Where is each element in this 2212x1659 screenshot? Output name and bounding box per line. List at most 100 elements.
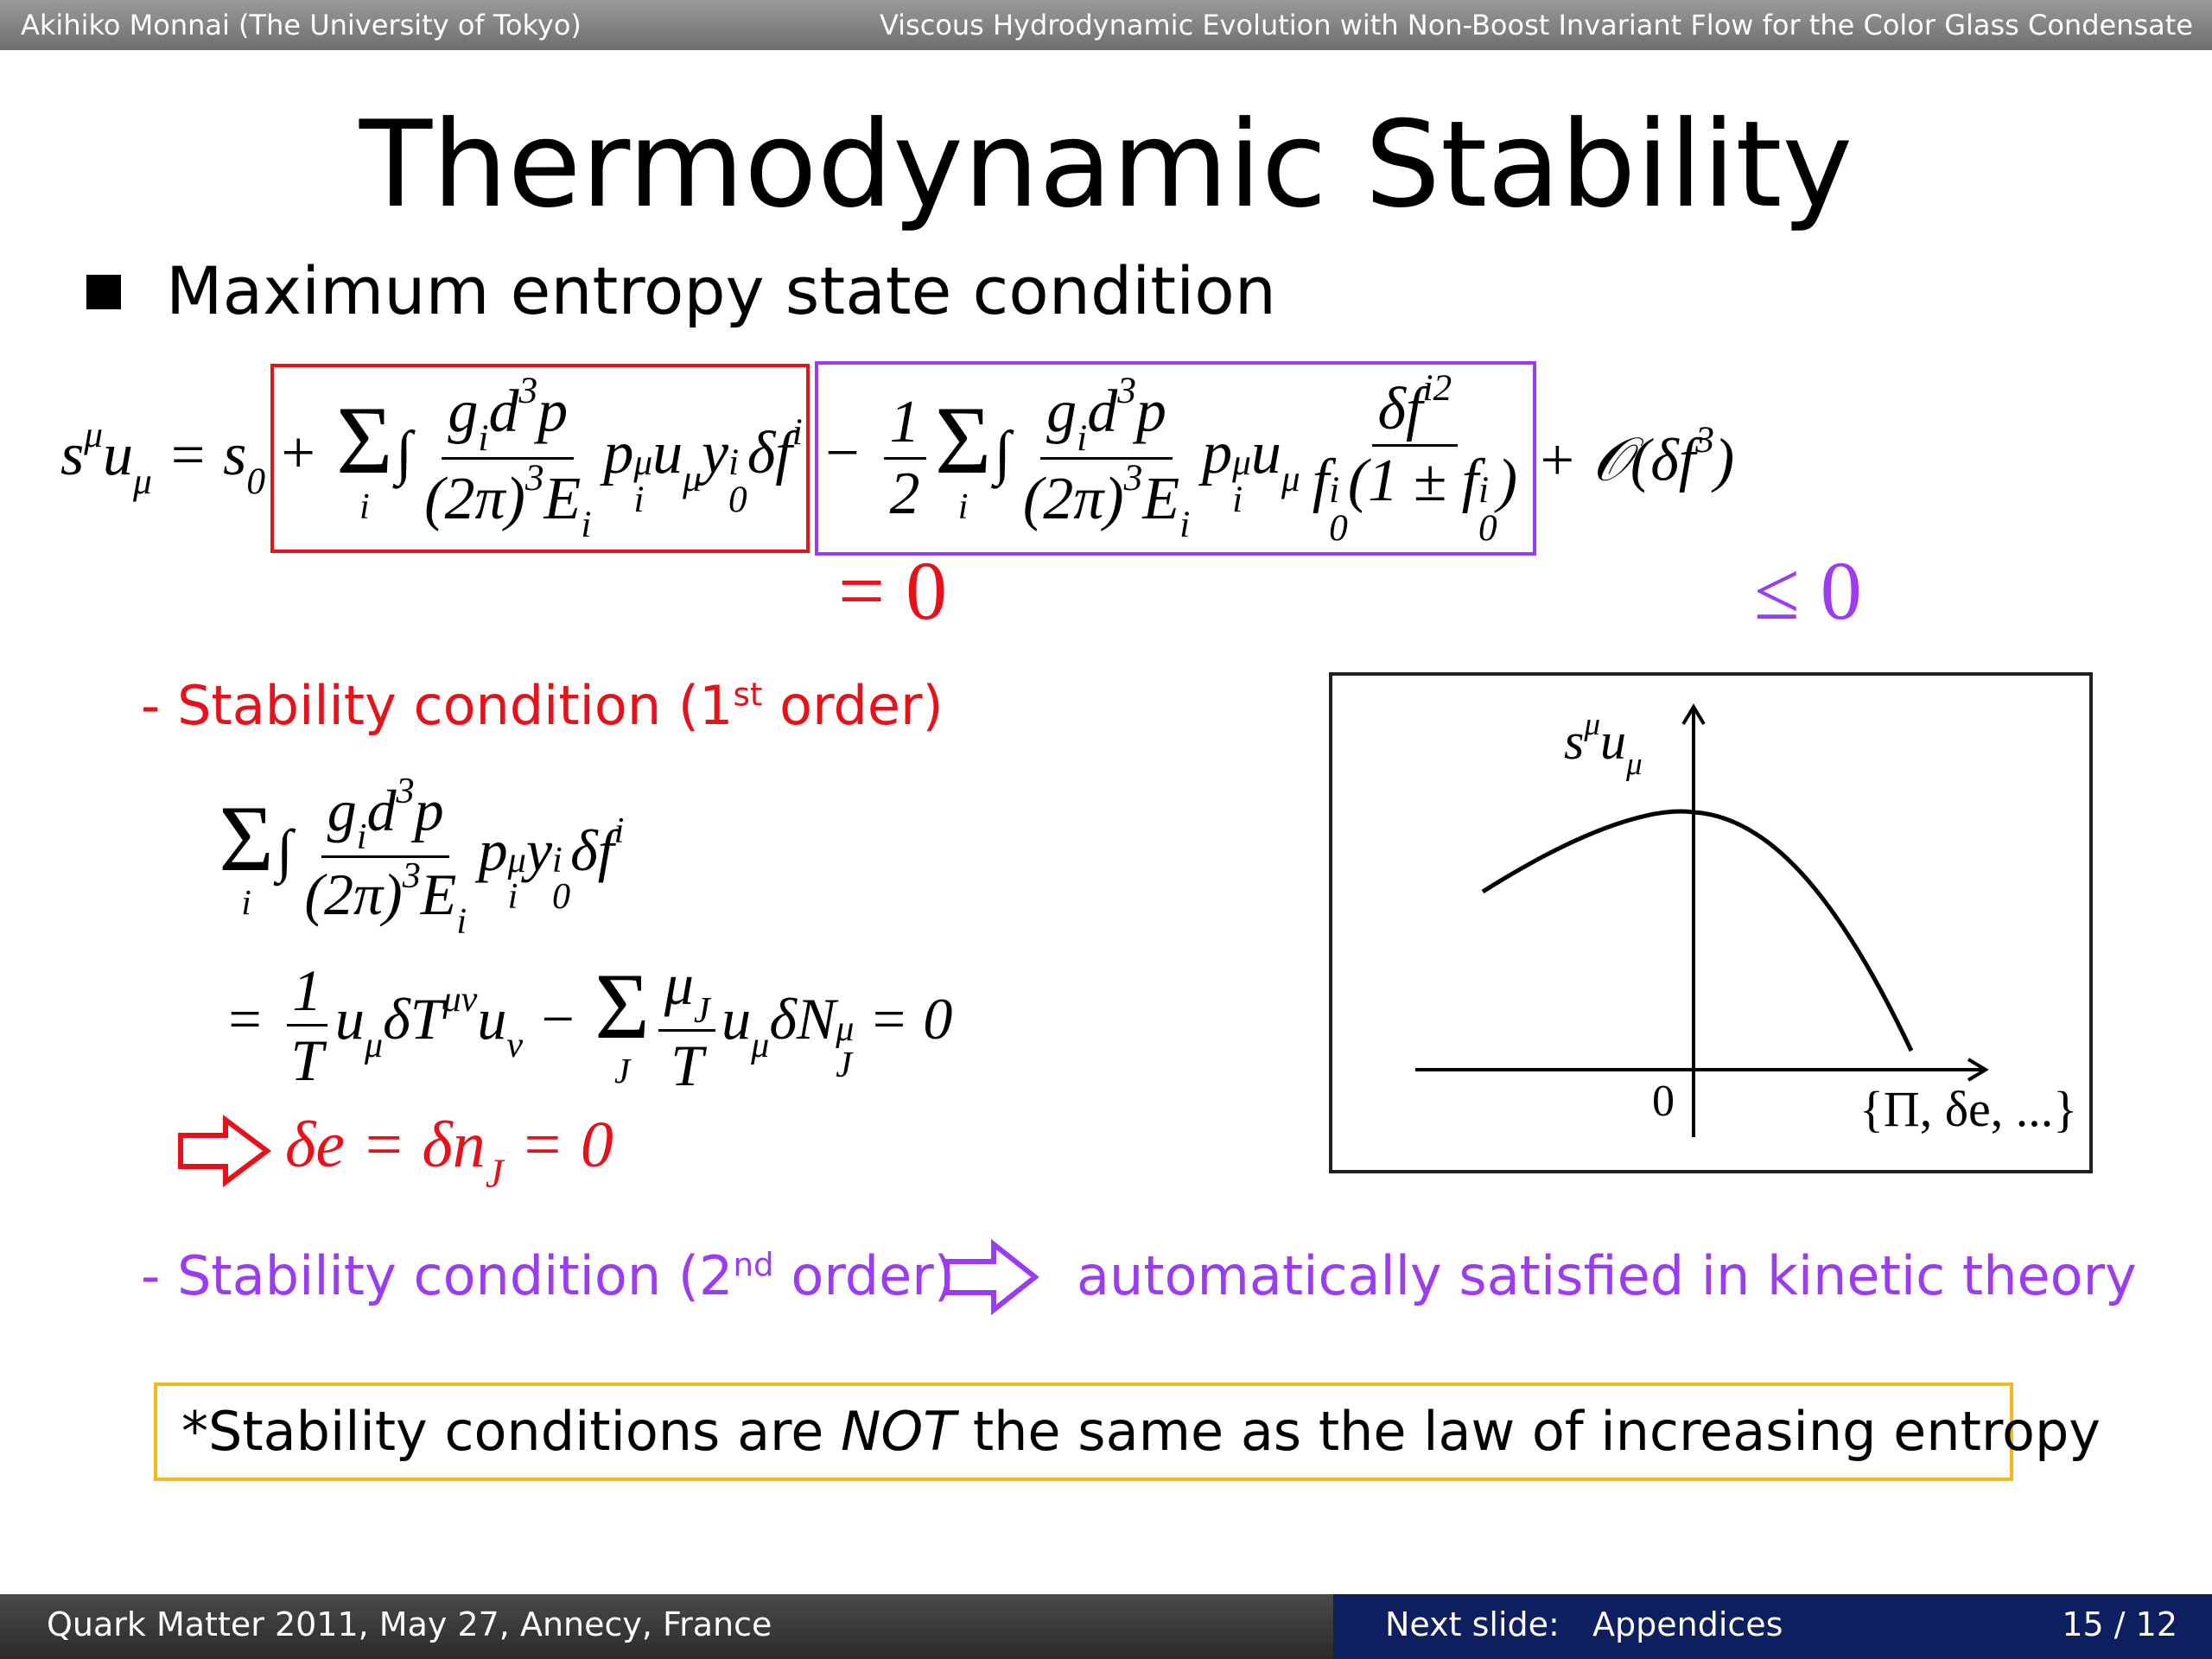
math-text: E	[420, 861, 457, 928]
math-text: g	[448, 378, 479, 445]
talk-title: Viscous Hydrodynamic Evolution with Non-…	[879, 9, 2193, 41]
label-text: - Stability condition (2	[141, 1244, 734, 1307]
math-text: =	[225, 985, 279, 1052]
math-text: Σ	[594, 954, 650, 1059]
math-text: (2π)	[424, 465, 525, 532]
math-text: 3	[1117, 370, 1136, 412]
denominator: f i 0 (1 ± f i 0)	[1306, 447, 1523, 547]
math-text: μ	[1281, 458, 1300, 500]
footer-right	[1333, 1594, 2212, 1659]
math-text: u	[1600, 712, 1627, 770]
first-order-result: δe = δn J = 0	[285, 1108, 613, 1195]
math-text: μ	[751, 1024, 770, 1065]
denominator: 2	[884, 460, 926, 530]
scripts: i	[478, 419, 488, 457]
math-text: g	[1046, 378, 1077, 445]
scripts: i	[614, 813, 625, 849]
scripts: 3	[1124, 459, 1143, 497]
denominator: T	[285, 1027, 329, 1094]
x-arrowhead	[1967, 1058, 1989, 1082]
math-text: J	[836, 1045, 853, 1086]
arrow-icon	[944, 1239, 1039, 1316]
math-text: y	[701, 419, 729, 486]
math-text: 2	[889, 461, 920, 527]
scripts: i	[581, 504, 592, 546]
math-text: i	[1329, 469, 1340, 512]
math-group: f i 0 (1 ± f i 0)	[1313, 448, 1517, 546]
math-text: u	[334, 985, 365, 1052]
math-text: 0	[728, 479, 747, 521]
note-box: *Stability conditions are NOT the same a…	[154, 1382, 2101, 1481]
footer-event: Quark Matter 2011, May 27, Annecy, Franc…	[47, 1605, 772, 1643]
label-sup: st	[733, 675, 763, 714]
math-text: = 0	[503, 1109, 613, 1181]
math-text: d	[488, 378, 519, 445]
math-text: u	[1250, 419, 1281, 486]
math-text: δN	[769, 985, 836, 1052]
math-group: δf i2	[1378, 369, 1452, 442]
numerator: δf i2	[1371, 369, 1459, 448]
scripts: μ	[1626, 748, 1643, 780]
math-text: i	[581, 504, 592, 546]
math-text: i	[552, 840, 563, 881]
math-text: =	[151, 422, 224, 489]
scripted: (2π) 3	[424, 459, 543, 532]
math-text: i	[1077, 416, 1088, 459]
math-text: f	[1461, 448, 1479, 515]
math-text: −	[523, 985, 592, 1052]
scripts: 3	[397, 772, 415, 810]
scripts: 3	[524, 457, 544, 499]
math-text: 3	[402, 855, 421, 896]
math-text: )	[1713, 427, 1735, 494]
graph	[1329, 672, 2093, 1173]
entropy-curve	[1481, 809, 1914, 1052]
math-text: i	[359, 486, 370, 527]
fraction: δf i2 f i 0 (1 ± f i 0)	[1306, 369, 1523, 547]
math-group: 1	[890, 389, 920, 455]
scripted: δT μν	[383, 982, 477, 1052]
bullet-marker	[86, 275, 121, 309]
math-text: u	[721, 985, 752, 1052]
math-text: i	[1232, 479, 1243, 521]
math-text: μ	[364, 1024, 384, 1065]
math-text: 3	[524, 457, 544, 499]
scripts: 3	[1117, 372, 1136, 410]
math-text: 1	[889, 388, 920, 455]
math-text: μ	[664, 951, 694, 1017]
math-text: p	[603, 419, 634, 486]
math-text: (1 ±	[1347, 448, 1462, 515]
math-text: p	[1135, 378, 1166, 445]
scripts: J	[694, 992, 710, 1029]
numerator: 1	[883, 388, 926, 460]
math-text: T	[671, 1033, 704, 1099]
math-text: −	[821, 419, 878, 486]
footer-page: 15 / 12	[2062, 1605, 2177, 1643]
math-text: u	[103, 422, 134, 489]
arrow-icon	[178, 1115, 271, 1187]
math-text: i	[633, 479, 645, 521]
math-text: μ	[507, 840, 526, 881]
math-text: J	[614, 1052, 631, 1091]
numerator: 1	[286, 957, 328, 1027]
